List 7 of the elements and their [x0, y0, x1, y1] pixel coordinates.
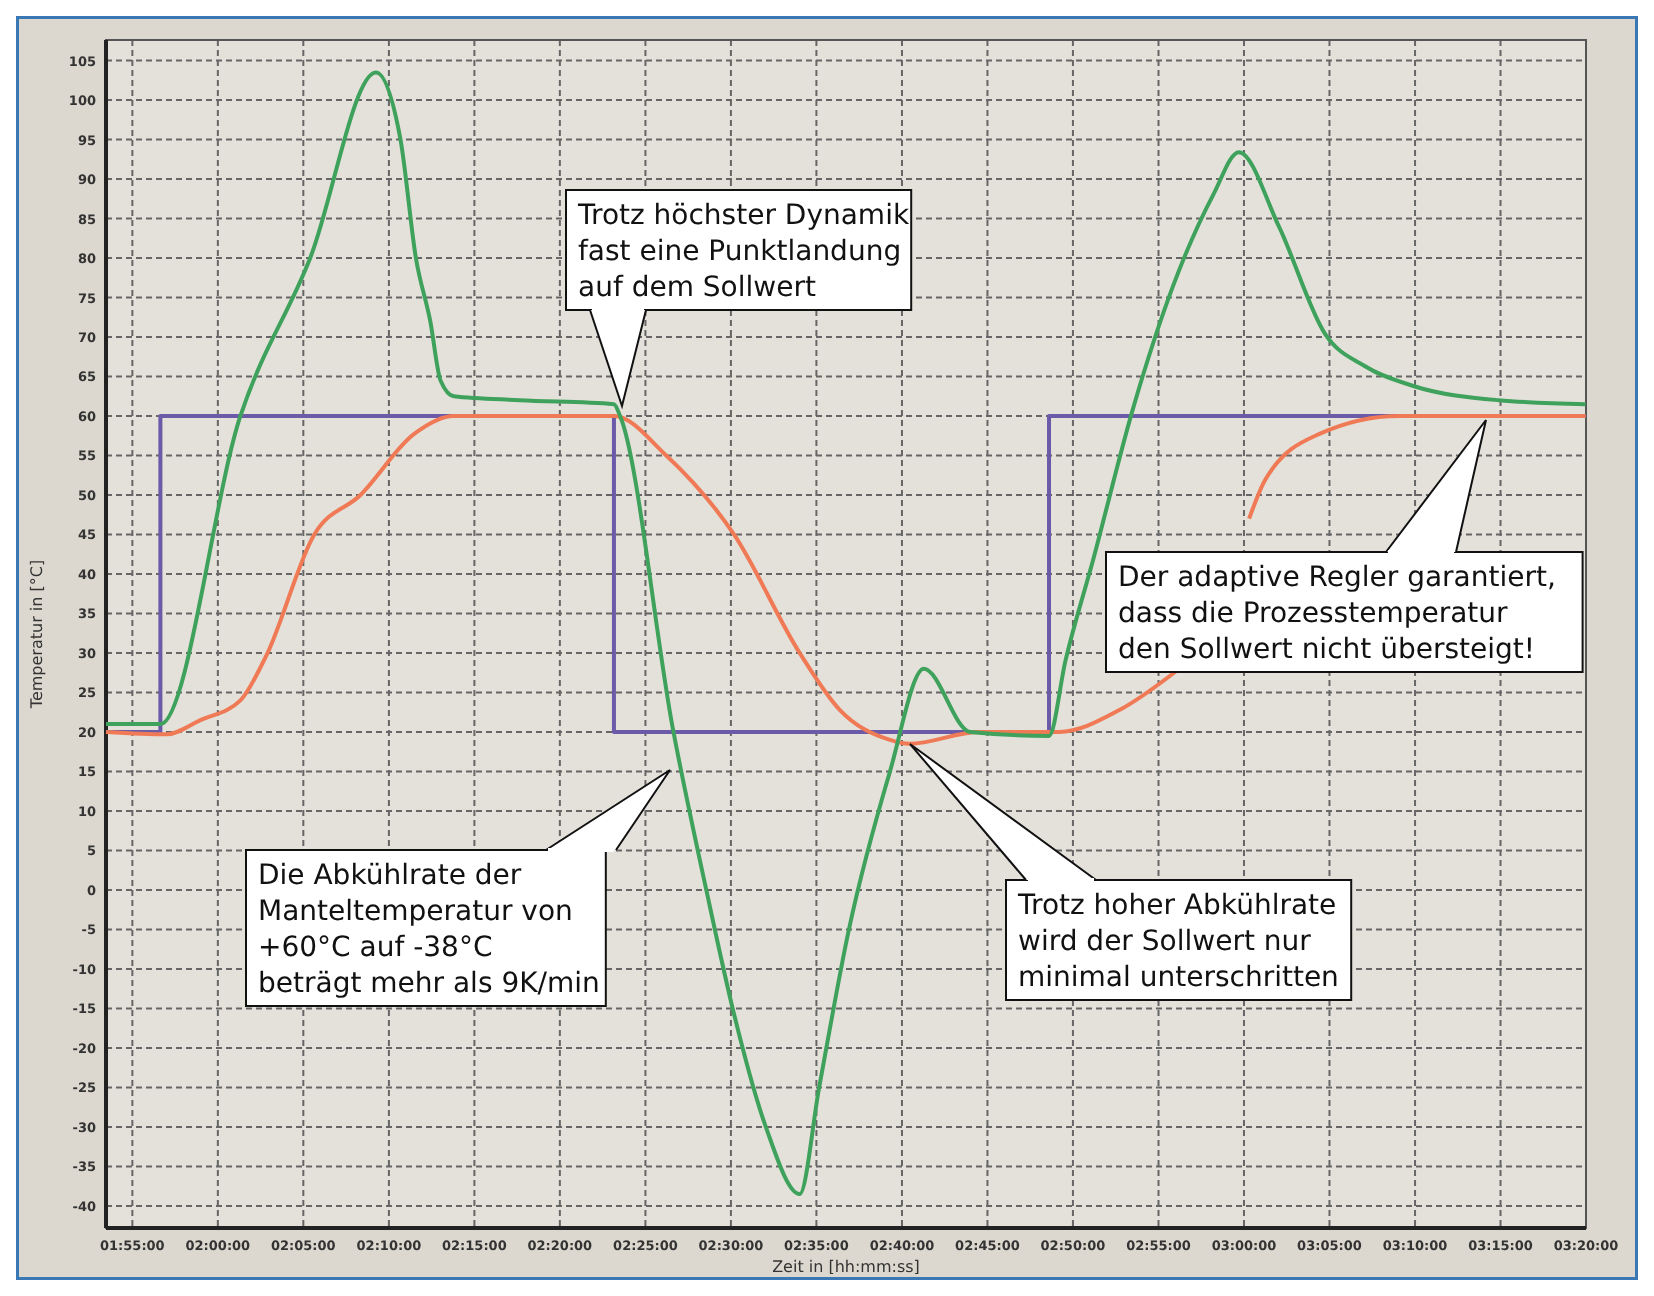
annotation: Trotz höchster Dynamik fast eine Punktlandung auf dem Sollwert — [576, 200, 911, 304]
y-axis-title: Temperatur in [°C] — [28, 559, 46, 711]
annotation: Trotz hoher Abkühlrate wird der Sollwert nur minimal unterschritten — [1016, 890, 1339, 994]
x-axis-title: Zeit in [hh:mm:ss] — [772, 1258, 920, 1276]
annotation: Der adaptive Regler garantiert, dass die Prozesstemperatur den Sollwert nicht übersteigt! — [1118, 562, 1556, 666]
line-series — [104, 70, 1588, 1197]
annotation: Die Abkühlrate der Manteltemperatur von +60°C auf -38°C beträgt mehr als 9K/min — [258, 860, 600, 1000]
